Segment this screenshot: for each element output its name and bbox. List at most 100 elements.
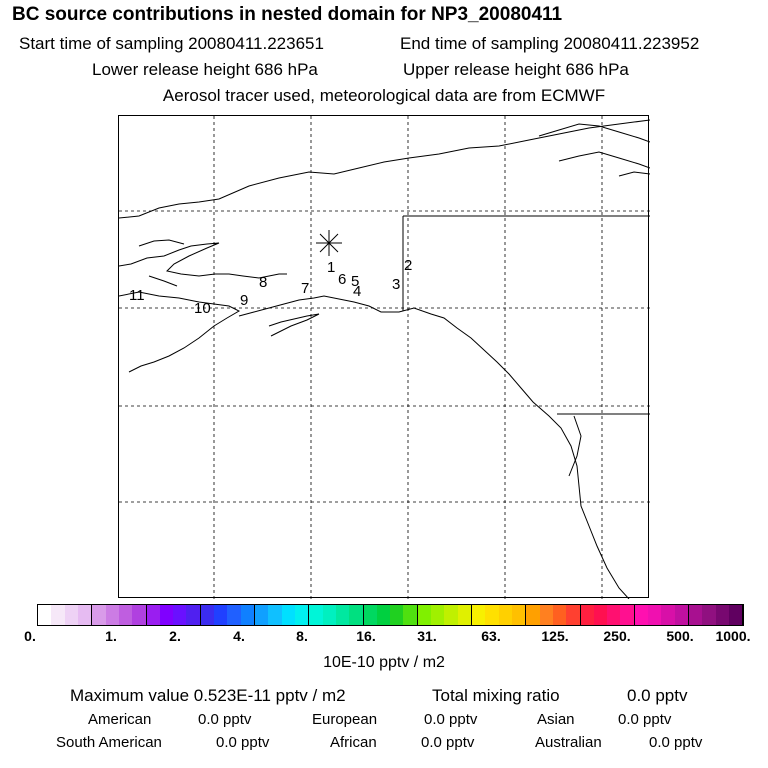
- colorbar-segment: [580, 605, 594, 625]
- tick-8: 125.: [541, 628, 569, 644]
- european-value: 0.0 pptv: [424, 711, 478, 728]
- map-title: BC source contributions in nested domain…: [12, 4, 563, 25]
- australian-label: Australian: [535, 734, 602, 751]
- region-label-6: 6: [338, 271, 346, 288]
- colorbar-segment: [64, 605, 78, 625]
- colorbar-segment: [335, 605, 350, 625]
- region-label-5: 5: [351, 273, 359, 290]
- colorbar-segment: [620, 605, 635, 625]
- asian-value: 0.0 pptv: [618, 711, 672, 728]
- tick-2: 2.: [169, 628, 181, 644]
- tick-11: 1000.: [715, 628, 751, 644]
- colorbar: [37, 604, 744, 626]
- south-american-value: 0.0 pptv: [216, 734, 270, 751]
- colorbar-segment: [702, 605, 716, 625]
- south-american-label: South American: [56, 734, 162, 751]
- upper-release-height: Upper release height 686 hPa: [403, 60, 629, 79]
- region-label-3: 3: [392, 276, 400, 293]
- american-value: 0.0 pptv: [198, 711, 252, 728]
- australian-value: 0.0 pptv: [649, 734, 703, 751]
- tick-10: 500.: [666, 628, 694, 644]
- region-label-2: 2: [404, 257, 412, 274]
- colorbar-segment: [92, 605, 106, 625]
- tick-7: 63.: [481, 628, 501, 644]
- colorbar-ticks: 0. 1. 2. 4. 8. 16. 31. 63. 125. 250. 500…: [0, 628, 768, 650]
- colorbar-segment: [105, 605, 119, 625]
- african-value: 0.0 pptv: [421, 734, 475, 751]
- total-label: Total mixing ratio: [432, 686, 560, 705]
- asian-label: Asian: [537, 711, 575, 728]
- colorbar-segment: [526, 605, 540, 625]
- colorbar-segment: [146, 605, 160, 625]
- colorbar-segment: [607, 605, 621, 625]
- colorbar-segment: [715, 605, 729, 625]
- colorbar-segment: [566, 605, 581, 625]
- colorbar-segment: [255, 605, 269, 625]
- colorbar-segment: [593, 605, 608, 625]
- colorbar-segment: [294, 605, 310, 625]
- colorbar-segment: [552, 605, 567, 625]
- colorbar-segment: [309, 605, 323, 625]
- colorbar-segment: [227, 605, 241, 625]
- region-label-1: 1: [327, 259, 335, 276]
- colorbar-segment: [38, 605, 52, 625]
- release-location-asterisk: [316, 230, 342, 256]
- tick-3: 4.: [233, 628, 245, 644]
- tick-9: 250.: [603, 628, 631, 644]
- region-label-9: 9: [240, 292, 248, 309]
- colorbar-segment: [240, 605, 255, 625]
- colorbar-segment: [281, 605, 295, 625]
- colorbar-unit: 10E-10 pptv / m2: [323, 654, 445, 671]
- colorbar-segment: [417, 605, 432, 625]
- region-label-11: 11: [129, 287, 145, 304]
- colorbar-segment: [376, 605, 391, 625]
- tick-1: 1.: [105, 628, 117, 644]
- tick-5: 16.: [356, 628, 376, 644]
- colorbar-segment: [539, 605, 553, 625]
- colorbar-segment: [349, 605, 364, 625]
- american-label: American: [88, 711, 152, 728]
- colorbar-segment: [511, 605, 527, 625]
- colorbar-segment: [132, 605, 147, 625]
- region-label-4: 4: [353, 283, 361, 300]
- european-label: European: [312, 711, 378, 728]
- colorbar-segment: [51, 605, 65, 625]
- colorbar-segment: [431, 605, 445, 625]
- colorbar-segment: [498, 605, 512, 625]
- region-label-8: 8: [259, 274, 267, 291]
- tracer-info: Aerosol tracer used, meteorological data…: [162, 86, 606, 105]
- colorbar-segment: [485, 605, 499, 625]
- source-region-labels: 1 2 3 4 5 6 7 8 9 10 11: [129, 257, 412, 317]
- colorbar-segment: [689, 605, 703, 625]
- colorbar-segment: [648, 605, 662, 625]
- colorbar-segment: [173, 605, 187, 625]
- colorbar-segment: [661, 605, 675, 625]
- colorbar-segment: [322, 605, 336, 625]
- colorbar-segment: [634, 605, 649, 625]
- colorbar-segment: [268, 605, 282, 625]
- african-label: African: [330, 734, 377, 751]
- colorbar-segment: [403, 605, 418, 625]
- region-label-7: 7: [301, 280, 309, 297]
- lower-release-height: Lower release height 686 hPa: [92, 60, 318, 79]
- tick-0: 0.: [24, 628, 36, 644]
- colorbar-segment: [200, 605, 215, 625]
- colorbar-segment: [457, 605, 472, 625]
- max-value: Maximum value 0.523E-11 pptv / m2: [70, 686, 346, 705]
- region-label-10: 10: [194, 300, 211, 317]
- colorbar-segment: [728, 605, 744, 625]
- colorbar-segment: [159, 605, 174, 625]
- graticule: [119, 116, 650, 599]
- coastlines: [119, 119, 650, 599]
- colorbar-segment: [363, 605, 377, 625]
- end-time: End time of sampling 20080411.223952: [400, 34, 700, 53]
- start-time: Start time of sampling 20080411.223651: [19, 34, 324, 53]
- tick-6: 31.: [417, 628, 437, 644]
- colorbar-segment: [472, 605, 486, 625]
- colorbar-segment: [118, 605, 133, 625]
- total-value: 0.0 pptv: [627, 686, 688, 705]
- colorbar-segment: [444, 605, 458, 625]
- colorbar-segment: [674, 605, 689, 625]
- colorbar-segment: [77, 605, 93, 625]
- colorbar-segment: [186, 605, 201, 625]
